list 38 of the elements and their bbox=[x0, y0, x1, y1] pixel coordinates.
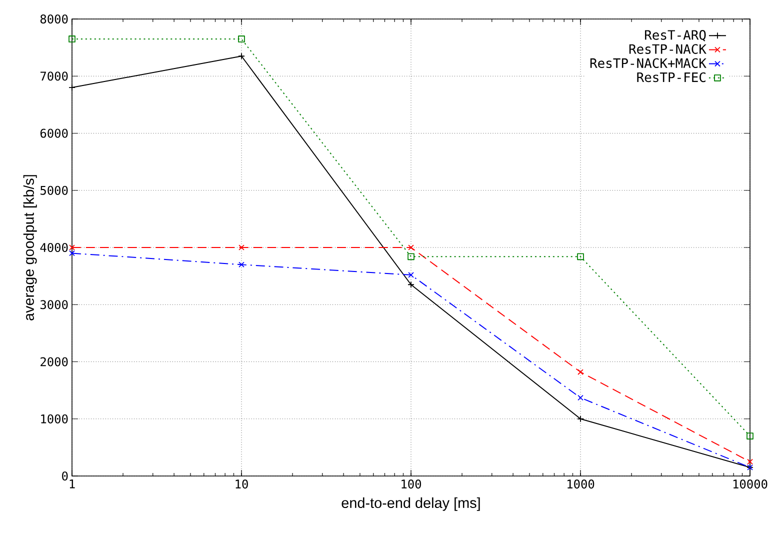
x-tick-label: 10000 bbox=[733, 480, 768, 489]
x-tick-label: 10 bbox=[236, 480, 248, 489]
y-tick-label: 7000 bbox=[40, 72, 68, 81]
point bbox=[68, 84, 76, 91]
y-tick-label: 4000 bbox=[40, 242, 68, 252]
y-tick-label: 0 bbox=[62, 471, 68, 481]
point bbox=[408, 281, 414, 288]
legend-label: ResTP-NACK bbox=[629, 44, 706, 54]
x-tick-label: 1 bbox=[70, 480, 75, 488]
point bbox=[238, 244, 244, 250]
point bbox=[747, 458, 753, 465]
y-tick-label: 3000 bbox=[40, 300, 68, 310]
legend-label: ResT-ARQ bbox=[645, 30, 706, 42]
y-axis-title: average goodput [kb/s] bbox=[23, 175, 37, 320]
point bbox=[238, 262, 244, 268]
y-tick-label: 5000 bbox=[40, 186, 68, 195]
point bbox=[577, 253, 584, 260]
point bbox=[408, 253, 414, 260]
x-axis-title: end-to-end delay [ms] bbox=[342, 497, 480, 511]
point bbox=[746, 432, 754, 440]
y-tick-label: 8000 bbox=[40, 14, 68, 24]
point bbox=[577, 415, 584, 422]
x-tick-label: 1000 bbox=[568, 480, 594, 489]
legend-label: ResTP-FEC bbox=[637, 72, 706, 82]
y-tick-label: 6000 bbox=[40, 128, 68, 138]
point bbox=[238, 36, 245, 42]
legend-label: ResTP-NACK+MACK bbox=[590, 58, 706, 68]
y-tick-label: 2000 bbox=[40, 357, 68, 366]
point bbox=[68, 36, 76, 42]
point bbox=[238, 52, 245, 60]
point bbox=[69, 244, 75, 250]
x-tick-label: 100 bbox=[402, 480, 422, 489]
point bbox=[69, 250, 75, 256]
y-tick-label: 1000 bbox=[41, 414, 68, 424]
point bbox=[578, 369, 584, 375]
point bbox=[408, 272, 414, 278]
point bbox=[578, 394, 584, 401]
point bbox=[408, 244, 414, 250]
